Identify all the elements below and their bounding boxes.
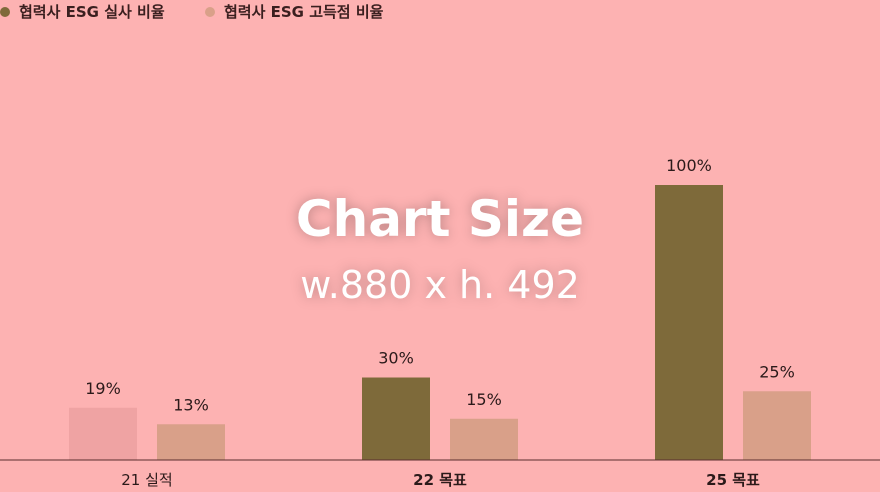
legend-marker-1 xyxy=(0,7,10,17)
value-label-s2-1: 13% xyxy=(173,395,209,414)
value-label-s2-3: 25% xyxy=(759,362,795,381)
value-label-s2-2: 15% xyxy=(466,390,502,409)
bar-s2-1 xyxy=(157,424,225,460)
bar-s1-2 xyxy=(362,377,430,460)
legend: 협력사 ESG 실사 비율 협력사 ESG 고득점 비율 xyxy=(0,3,384,21)
legend-label-2: 협력사 ESG 고득점 비율 xyxy=(224,3,384,21)
bars-group xyxy=(69,185,811,460)
overlay-subtitle: w.880 x h. 492 xyxy=(300,263,580,307)
value-labels-group: 19% 13% 30% 15% 100% 25% xyxy=(85,156,795,414)
bar-s2-3 xyxy=(743,391,811,460)
bar-s1-1 xyxy=(69,407,137,460)
bar-s1-3 xyxy=(655,185,723,460)
x-tick-3: 25 목표 xyxy=(706,471,760,489)
bar-s2-2 xyxy=(450,418,518,460)
value-label-s1-2: 30% xyxy=(378,349,414,368)
legend-label-1: 협력사 ESG 실사 비율 xyxy=(19,3,165,21)
legend-marker-2 xyxy=(205,7,215,17)
value-label-s1-1: 19% xyxy=(85,379,121,398)
x-tick-1: 21 실적 xyxy=(121,471,172,489)
x-tick-labels: 21 실적 22 목표 25 목표 xyxy=(121,471,760,489)
value-label-s1-3: 100% xyxy=(666,156,712,175)
size-overlay: Chart Size w.880 x h. 492 xyxy=(296,190,584,307)
overlay-title: Chart Size xyxy=(296,190,584,248)
x-tick-2: 22 목표 xyxy=(413,471,467,489)
